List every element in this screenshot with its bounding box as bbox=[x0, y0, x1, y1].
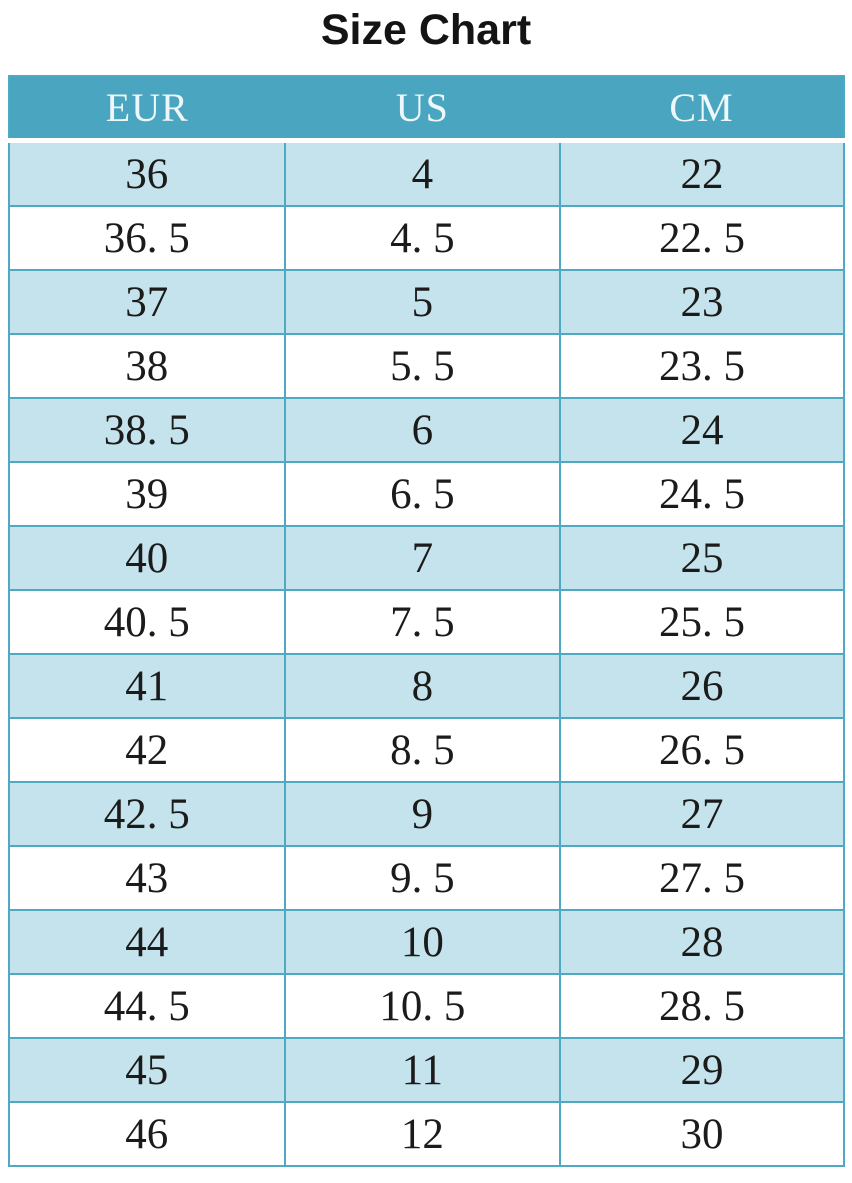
table-cell: 6. 5 bbox=[283, 461, 562, 528]
table-cell: 10 bbox=[283, 909, 562, 976]
table-cell: 36 bbox=[8, 139, 286, 208]
table-row: 36. 5 4. 5 22. 5 bbox=[8, 205, 845, 272]
page-title: Size Chart bbox=[320, 6, 532, 54]
table-cell: 4. 5 bbox=[283, 205, 562, 272]
table-row: 46 12 30 bbox=[8, 1101, 845, 1168]
table-row: 38 5. 5 23. 5 bbox=[8, 333, 845, 400]
table-row: 41 8 26 bbox=[8, 653, 845, 720]
size-chart-table: EUR US CM 36 4 22 36. 5 4. 5 22. 5 37 5 23 38 5. 5… bbox=[8, 75, 845, 1168]
table-cell: 5. 5 bbox=[283, 333, 562, 400]
table-cell: 46 bbox=[8, 1101, 286, 1168]
table-cell: 4 bbox=[283, 139, 562, 208]
table-cell: 28 bbox=[559, 909, 845, 976]
table-cell: 40 bbox=[8, 525, 286, 592]
header-row: EUR US CM bbox=[9, 76, 844, 144]
table-cell: 28. 5 bbox=[559, 973, 845, 1040]
table-cell: 23. 5 bbox=[559, 333, 845, 400]
table-cell: 11 bbox=[283, 1037, 562, 1104]
table-cell: 23 bbox=[559, 269, 845, 336]
table-header: EUR US CM bbox=[9, 76, 844, 144]
table-cell: 44 bbox=[8, 909, 286, 976]
table-row: 42. 5 9 27 bbox=[8, 781, 845, 848]
table-row: 43 9. 5 27. 5 bbox=[8, 845, 845, 912]
table-row: 39 6. 5 24. 5 bbox=[8, 461, 845, 528]
table-cell: 5 bbox=[283, 269, 562, 336]
table-row: 36 4 22 bbox=[8, 139, 845, 208]
table-cell: 36. 5 bbox=[8, 205, 286, 272]
table-cell: 27 bbox=[559, 781, 845, 848]
table-cell: 27. 5 bbox=[559, 845, 845, 912]
table-row: 44. 5 10. 5 28. 5 bbox=[8, 973, 845, 1040]
table-cell: 8. 5 bbox=[283, 717, 562, 784]
table-cell: 26 bbox=[559, 653, 845, 720]
table-cell: 7 bbox=[283, 525, 562, 592]
table-cell: 39 bbox=[8, 461, 286, 528]
table-cell: 26. 5 bbox=[559, 717, 845, 784]
table-cell: 42. 5 bbox=[8, 781, 286, 848]
table-row: 38. 5 6 24 bbox=[8, 397, 845, 464]
table-row: 45 11 29 bbox=[8, 1037, 845, 1104]
table-cell: 25 bbox=[559, 525, 845, 592]
table-row: 40. 5 7. 5 25. 5 bbox=[8, 589, 845, 656]
table-cell: 9. 5 bbox=[283, 845, 562, 912]
table-cell: 29 bbox=[559, 1037, 845, 1104]
table-cell: 42 bbox=[8, 717, 286, 784]
table-cell: 22 bbox=[559, 139, 845, 208]
table-cell: 30 bbox=[559, 1101, 845, 1168]
table-cell: 10. 5 bbox=[283, 973, 562, 1040]
column-header-cm: CM bbox=[560, 76, 844, 144]
table-cell: 38 bbox=[8, 333, 286, 400]
table-cell: 41 bbox=[8, 653, 286, 720]
table-row: 44 10 28 bbox=[8, 909, 845, 976]
column-header-us: US bbox=[284, 76, 561, 144]
table-cell: 43 bbox=[8, 845, 286, 912]
column-header-eur: EUR bbox=[9, 76, 285, 144]
table-row: 40 7 25 bbox=[8, 525, 845, 592]
table-cell: 12 bbox=[283, 1101, 562, 1168]
table-body: 36 4 22 36. 5 4. 5 22. 5 37 5 23 38 5. 5 23. 5 38. 5… bbox=[8, 139, 845, 1168]
table-cell: 7. 5 bbox=[283, 589, 562, 656]
table-cell: 38. 5 bbox=[8, 397, 286, 464]
table-cell: 24. 5 bbox=[559, 461, 845, 528]
table-cell: 6 bbox=[283, 397, 562, 464]
table-cell: 40. 5 bbox=[8, 589, 286, 656]
table-cell: 22. 5 bbox=[559, 205, 845, 272]
table-cell: 9 bbox=[283, 781, 562, 848]
table-cell: 24 bbox=[559, 397, 845, 464]
table-cell: 44. 5 bbox=[8, 973, 286, 1040]
table-row: 37 5 23 bbox=[8, 269, 845, 336]
table-cell: 25. 5 bbox=[559, 589, 845, 656]
table-cell: 37 bbox=[8, 269, 286, 336]
table-cell: 45 bbox=[8, 1037, 286, 1104]
table-row: 42 8. 5 26. 5 bbox=[8, 717, 845, 784]
table-cell: 8 bbox=[283, 653, 562, 720]
